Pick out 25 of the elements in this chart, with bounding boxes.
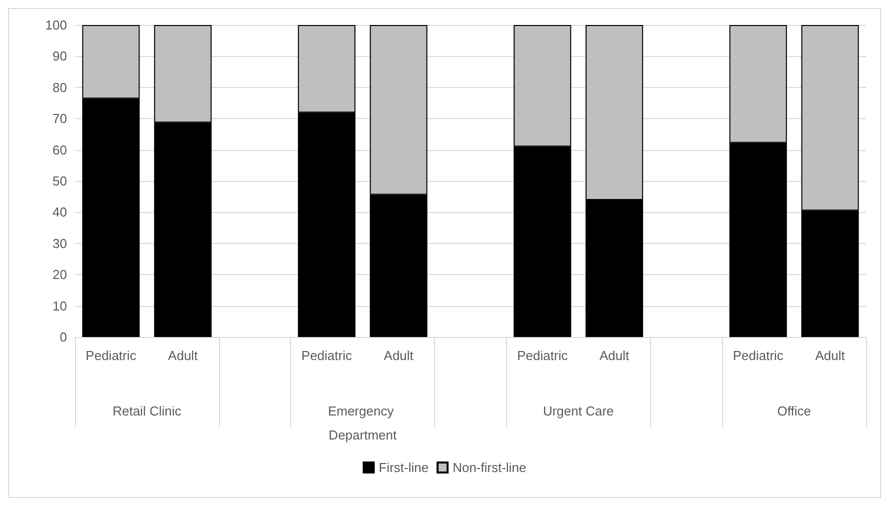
legend-label: Non-first-line <box>452 460 526 475</box>
y-tick-label: 30 <box>52 236 67 251</box>
x-tick-label: Adult <box>600 348 630 363</box>
text: Urgent Care <box>542 404 614 418</box>
text: Office <box>777 404 811 418</box>
text: Emergency Department <box>328 404 398 442</box>
x-tick-label: Adult <box>815 348 846 363</box>
y-tick-label: 50 <box>52 174 67 188</box>
x-tick-label: Pediatric <box>517 348 568 363</box>
y-tick-label: 60 <box>52 142 67 158</box>
x-tick-label: Pediatric <box>732 348 784 363</box>
y-tick-label: 40 <box>52 204 67 220</box>
x-tick-label: Adult <box>168 348 198 363</box>
y-tick-label: 20 <box>52 267 67 282</box>
y-tick-label: 10 <box>52 298 67 314</box>
y-tick-label: 70 <box>52 111 67 126</box>
y-tick-label: 90 <box>52 48 67 64</box>
x-tick-label: Pediatric <box>301 348 352 363</box>
y-tick-label: 100 <box>45 18 67 32</box>
y-tick-label: 80 <box>52 80 67 95</box>
x-tick-label: Adult <box>384 348 414 363</box>
x-tick-label: Pediatric <box>86 348 137 363</box>
y-tick-label: 0 <box>60 330 67 344</box>
legend-label: First-line <box>378 460 429 475</box>
text: Retail Clinic <box>112 404 182 418</box>
